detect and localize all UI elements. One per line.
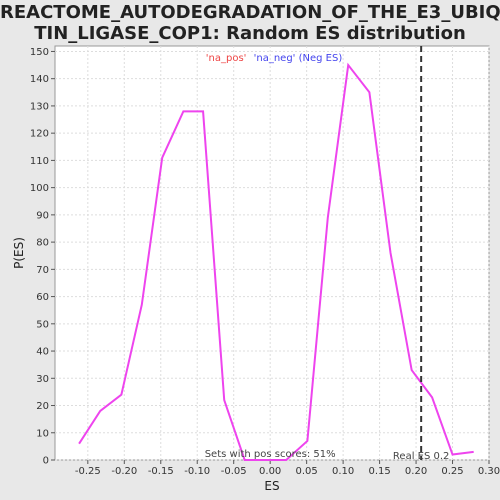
y-tick-label: 130 bbox=[30, 101, 49, 112]
plot-area bbox=[54, 45, 490, 461]
y-tick-label: 100 bbox=[30, 183, 49, 194]
real-es-label: Real ES 0.2 bbox=[393, 451, 449, 462]
chart-title-line-1: REACTOME_AUTODEGRADATION_OF_THE_E3_UBIQU… bbox=[0, 2, 500, 23]
y-tick-label: 120 bbox=[30, 129, 49, 140]
y-tick-label: 0 bbox=[43, 456, 49, 467]
legend-neg-label: 'na_neg' (Neg ES) bbox=[254, 53, 343, 64]
x-tick-label: 0.05 bbox=[296, 466, 318, 477]
es-density-line bbox=[78, 62, 474, 461]
pos-scores-annotation: Sets with pos scores: 51% bbox=[205, 449, 336, 460]
y-tick-label: 20 bbox=[36, 401, 49, 412]
x-tick-label: -0.20 bbox=[111, 466, 137, 477]
chart-title-line-2: TIN_LIGASE_COP1: Random ES distribution bbox=[34, 23, 466, 44]
grid-lines bbox=[55, 46, 490, 461]
y-tick-label: 110 bbox=[30, 156, 49, 167]
x-tick-label: 0.25 bbox=[441, 466, 463, 477]
y-tick-label: 80 bbox=[36, 238, 49, 249]
x-tick-label: -0.05 bbox=[221, 466, 247, 477]
y-tick-label: 30 bbox=[36, 374, 49, 385]
y-tick-label: 90 bbox=[36, 210, 49, 221]
y-axis-ticks: 0 10 20 30 40 50 60 70 80 90 100 110 120 130 140 150 bbox=[30, 47, 55, 467]
x-axis-ticks: -0.25 -0.20 -0.15 -0.10 -0.05 0.00 0.05 0.10 0.1… bbox=[75, 460, 500, 477]
y-axis-label: P(ES) bbox=[12, 237, 26, 269]
x-axis-label: ES bbox=[264, 479, 279, 493]
legend: 'na_pos' 'na_neg' (Neg ES) bbox=[206, 53, 343, 64]
y-tick-label: 70 bbox=[36, 265, 49, 276]
x-tick-label: 0.15 bbox=[368, 466, 390, 477]
x-tick-label: -0.25 bbox=[75, 466, 101, 477]
x-tick-label: 0.10 bbox=[332, 466, 354, 477]
x-tick-label: 0.20 bbox=[405, 466, 427, 477]
chart-title: REACTOME_AUTODEGRADATION_OF_THE_E3_UBIQU… bbox=[0, 2, 500, 44]
legend-pos-label: 'na_pos' bbox=[206, 53, 247, 64]
y-tick-label: 10 bbox=[36, 428, 49, 439]
y-tick-label: 140 bbox=[30, 74, 49, 85]
x-tick-label: -0.15 bbox=[148, 466, 174, 477]
x-tick-label: -0.10 bbox=[184, 466, 210, 477]
y-tick-label: 150 bbox=[30, 47, 49, 58]
y-tick-label: 50 bbox=[36, 319, 49, 330]
y-tick-label: 40 bbox=[36, 347, 49, 358]
x-tick-label: 0.00 bbox=[259, 466, 281, 477]
x-tick-label: 0.30 bbox=[478, 466, 500, 477]
y-tick-label: 60 bbox=[36, 292, 49, 303]
